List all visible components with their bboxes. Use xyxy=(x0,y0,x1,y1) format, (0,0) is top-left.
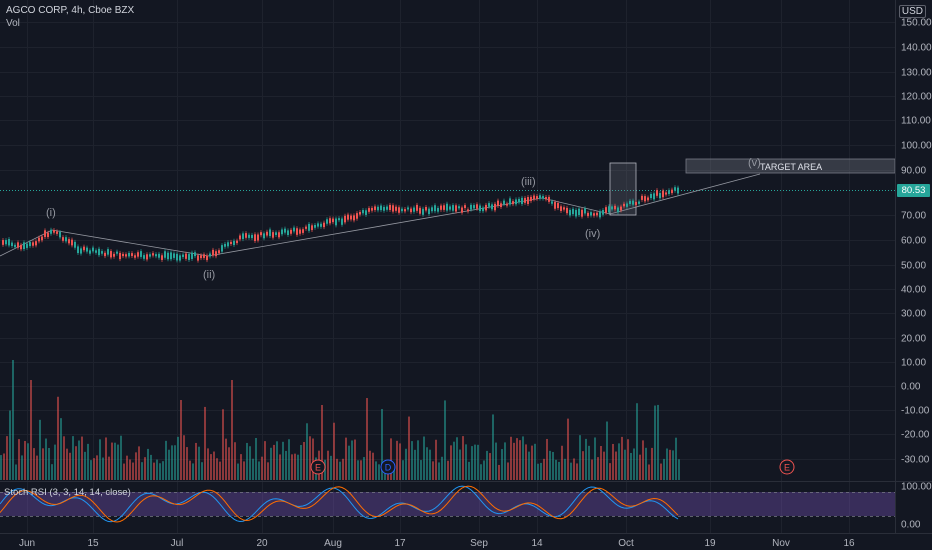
event-marker-earnings-2: E xyxy=(779,459,795,475)
price-axis-label: 130.00 xyxy=(901,68,932,79)
time-axis-label: Nov xyxy=(772,538,790,549)
price-axis-label: 70.00 xyxy=(901,211,926,222)
wave-label-iv: (iv) xyxy=(585,228,600,240)
stoch-rsi-label[interactable]: Stoch RSI (3, 3, 14, 14, close) xyxy=(4,487,131,498)
time-axis-label: Jun xyxy=(19,538,35,549)
time-axis-label: 19 xyxy=(704,538,716,549)
event-marker-earnings-1: E xyxy=(310,459,326,475)
price-axis-label: -30.00 xyxy=(901,455,930,466)
price-axis-label: 60.00 xyxy=(901,236,926,247)
price-axis-label: 10.00 xyxy=(901,358,926,369)
price-axis-label: 20.00 xyxy=(901,334,926,345)
rsi-axis: 100.00 0.00 xyxy=(901,482,932,531)
highlight-box xyxy=(609,162,637,216)
price-axis-label: 110.00 xyxy=(901,116,931,127)
price-axis-label: 120.00 xyxy=(901,92,932,103)
wave-label-i: (i) xyxy=(46,207,56,219)
price-axis-label: 40.00 xyxy=(901,285,926,296)
svg-text:E: E xyxy=(784,463,790,473)
price-axis-label: 30.00 xyxy=(901,309,926,320)
elliott-wave-line xyxy=(0,173,761,257)
time-axis-label: 14 xyxy=(531,538,543,549)
price-axis: 150.00 140.00 130.00 120.00 110.00 100.00 90.0… xyxy=(901,18,932,466)
price-axis-label: 150.00 xyxy=(901,18,932,29)
volume-bars xyxy=(0,360,680,480)
price-axis-label: -20.00 xyxy=(901,430,930,441)
rsi-axis-label: 0.00 xyxy=(901,520,921,531)
svg-text:D: D xyxy=(385,463,392,473)
wave-label-v: (v) xyxy=(748,157,761,169)
stoch-rsi-d-line xyxy=(0,485,679,523)
time-axis-label: Sep xyxy=(470,538,488,549)
event-marker-dividend: D xyxy=(380,459,396,475)
volume-indicator-label[interactable]: Vol xyxy=(6,18,20,29)
price-axis-label: 90.00 xyxy=(901,166,926,177)
time-axis: Jun 15 Jul 20 Aug 17 Sep 14 Oct 19 Nov 16 xyxy=(19,538,855,549)
time-axis-label: Aug xyxy=(324,538,342,549)
grid-lines xyxy=(0,0,895,533)
price-axis-label: 50.00 xyxy=(901,261,926,272)
time-axis-label: 15 xyxy=(87,538,99,549)
time-axis-label: 20 xyxy=(256,538,268,549)
target-area-label: TARGET AREA xyxy=(760,162,823,172)
price-axis-label: -10.00 xyxy=(901,406,930,417)
time-axis-label: 16 xyxy=(843,538,855,549)
symbol-title[interactable]: AGCO CORP, 4h, Cboe BZX xyxy=(6,5,135,16)
time-axis-label: Jul xyxy=(171,538,184,549)
price-axis-label: 140.00 xyxy=(901,43,932,54)
time-axis-label: Oct xyxy=(618,538,634,549)
price-axis-label: 100.00 xyxy=(901,141,932,152)
svg-text:E: E xyxy=(315,463,321,473)
price-candles xyxy=(2,185,679,263)
rsi-axis-label: 100.00 xyxy=(901,482,932,493)
price-axis-label: 0.00 xyxy=(901,382,921,393)
current-price-tag: 80.53 xyxy=(897,184,930,197)
wave-label-ii: (ii) xyxy=(203,269,215,281)
time-axis-label: 17 xyxy=(394,538,406,549)
currency-badge[interactable]: USD xyxy=(898,5,926,18)
wave-label-iii: (iii) xyxy=(521,176,536,188)
